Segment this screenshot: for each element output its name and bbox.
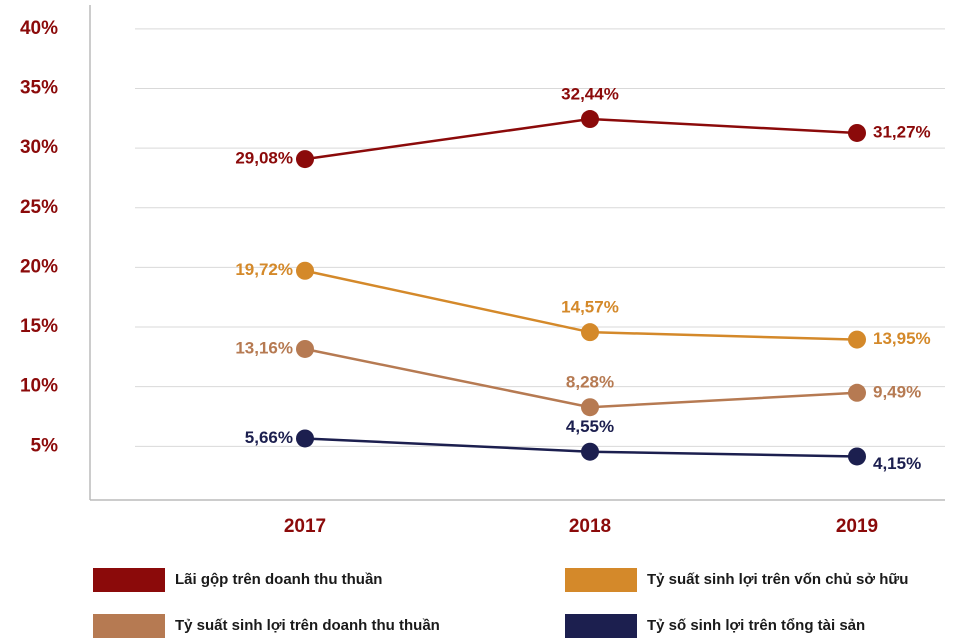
x-tick-label: 2017: [284, 516, 326, 537]
data-label: 14,57%: [561, 298, 619, 317]
y-tick-label: 5%: [31, 435, 59, 456]
data-point: [848, 123, 866, 142]
y-tick-label: 20%: [20, 256, 58, 277]
data-point: [581, 442, 599, 461]
data-point: [581, 398, 599, 417]
series-line: [304, 117, 858, 161]
data-label: 4,15%: [873, 454, 921, 473]
legend-swatch: [93, 614, 165, 638]
data-label: 32,44%: [561, 85, 619, 104]
y-tick-label: 40%: [20, 18, 58, 39]
x-tick-label: 2018: [569, 516, 611, 537]
data-point: [848, 447, 866, 466]
data-label: 4,55%: [566, 417, 614, 436]
y-tick-label: 15%: [20, 316, 58, 337]
data-label: 9,49%: [873, 382, 921, 401]
data-point: [296, 261, 314, 280]
data-label: 5,66%: [245, 428, 293, 447]
data-point: [848, 330, 866, 349]
legend-label: Tỷ suất sinh lợi trên vốn chủ sở hữu: [647, 571, 908, 588]
data-point: [848, 383, 866, 402]
data-label: 29,08%: [235, 149, 293, 168]
series-line: [304, 437, 858, 458]
legend-swatch: [93, 568, 165, 592]
legend-label: Tỷ suất sinh lợi trên doanh thu thuần: [175, 617, 440, 634]
data-point: [296, 429, 314, 448]
y-tick-label: 35%: [20, 78, 58, 99]
data-point: [296, 339, 314, 358]
y-tick-label: 30%: [20, 137, 58, 158]
data-label: 19,72%: [235, 260, 293, 279]
data-label: 13,16%: [235, 338, 293, 357]
x-tick-label: 2019: [836, 516, 878, 537]
data-label: 31,27%: [873, 122, 931, 141]
legend-label: Tỷ số sinh lợi trên tổng tài sản: [647, 617, 865, 634]
data-label: 8,28%: [566, 373, 614, 392]
data-point: [581, 110, 599, 129]
y-tick-label: 25%: [20, 197, 58, 218]
y-tick-label: 10%: [20, 376, 58, 397]
legend-label: Lãi gộp trên doanh thu thuần: [175, 571, 382, 588]
data-label: 13,95%: [873, 329, 931, 348]
data-point: [296, 150, 314, 169]
legend-swatch: [565, 568, 637, 592]
legend-swatch: [565, 614, 637, 638]
data-point: [581, 323, 599, 342]
